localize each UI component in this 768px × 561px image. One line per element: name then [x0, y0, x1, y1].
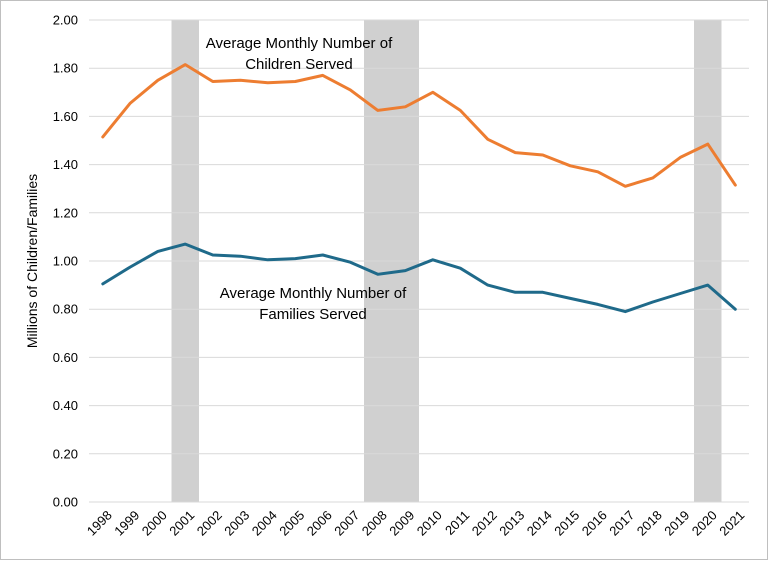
x-tick-label: 2020: [689, 508, 720, 539]
y-tick-label: 0.20: [53, 446, 78, 461]
x-tick-label: 2002: [194, 508, 225, 539]
y-tick-label: 1.60: [53, 109, 78, 124]
y-tick-label: 1.20: [53, 205, 78, 220]
y-tick-label: 0.00: [53, 495, 78, 510]
series-label-families: Families Served: [259, 306, 367, 323]
x-tick-label: 2005: [276, 508, 307, 539]
series-label-children: Children Served: [245, 56, 353, 73]
y-tick-label: 0.40: [53, 398, 78, 413]
x-tick-label: 2011: [442, 508, 472, 538]
x-tick-label: 2007: [331, 508, 362, 539]
y-tick-label: 0.60: [53, 350, 78, 365]
x-tick-label: 2015: [551, 508, 582, 539]
x-tick-label: 2014: [524, 508, 555, 539]
x-tick-label: 2006: [304, 508, 335, 539]
x-tick-label: 2008: [359, 508, 390, 539]
x-tick-label: 2012: [469, 508, 500, 539]
series-line-families: [101, 242, 737, 314]
x-tick-label: 2010: [414, 508, 445, 539]
x-tick-label: 2021: [716, 508, 747, 539]
series-labels-group: Average Monthly Number of Children Served…: [206, 35, 407, 323]
y-tick-label: 1.80: [53, 61, 78, 76]
y-axis-title: Millions of Children/Families: [24, 174, 40, 348]
series-lines-group: [101, 63, 737, 314]
x-tick-label: 1998: [84, 508, 115, 539]
y-tick-label: 2.00: [53, 13, 78, 28]
y-tick-label: 1.40: [53, 157, 78, 172]
x-tick-label: 2003: [221, 508, 252, 539]
series-label-children: Average Monthly Number of: [206, 35, 393, 52]
x-tick-label: 2019: [661, 508, 692, 539]
gridlines-group: [89, 19, 749, 503]
y-tick-label: 1.00: [53, 254, 78, 269]
x-tick-label: 2017: [606, 508, 637, 539]
y-tick-labels-group: 0.00 0.20 0.40 0.60 0.80 1.00 1.20 1.40 1.60 1.80…: [53, 13, 78, 510]
x-tick-label: 2018: [634, 508, 665, 539]
series-label-families: Average Monthly Number of: [220, 285, 407, 302]
series-line-children: [101, 63, 737, 188]
x-tick-label: 2000: [139, 508, 170, 539]
x-tick-label: 1999: [111, 508, 142, 539]
x-tick-label: 2001: [166, 508, 197, 539]
x-tick-label: 2016: [579, 508, 610, 539]
x-tick-label: 2004: [249, 508, 280, 539]
x-tick-label: 2013: [496, 508, 527, 539]
y-tick-label: 0.80: [53, 302, 78, 317]
x-tick-label: 2009: [386, 508, 417, 539]
x-tick-labels-group: 1998199920002001200220032004200520062007…: [84, 508, 748, 539]
